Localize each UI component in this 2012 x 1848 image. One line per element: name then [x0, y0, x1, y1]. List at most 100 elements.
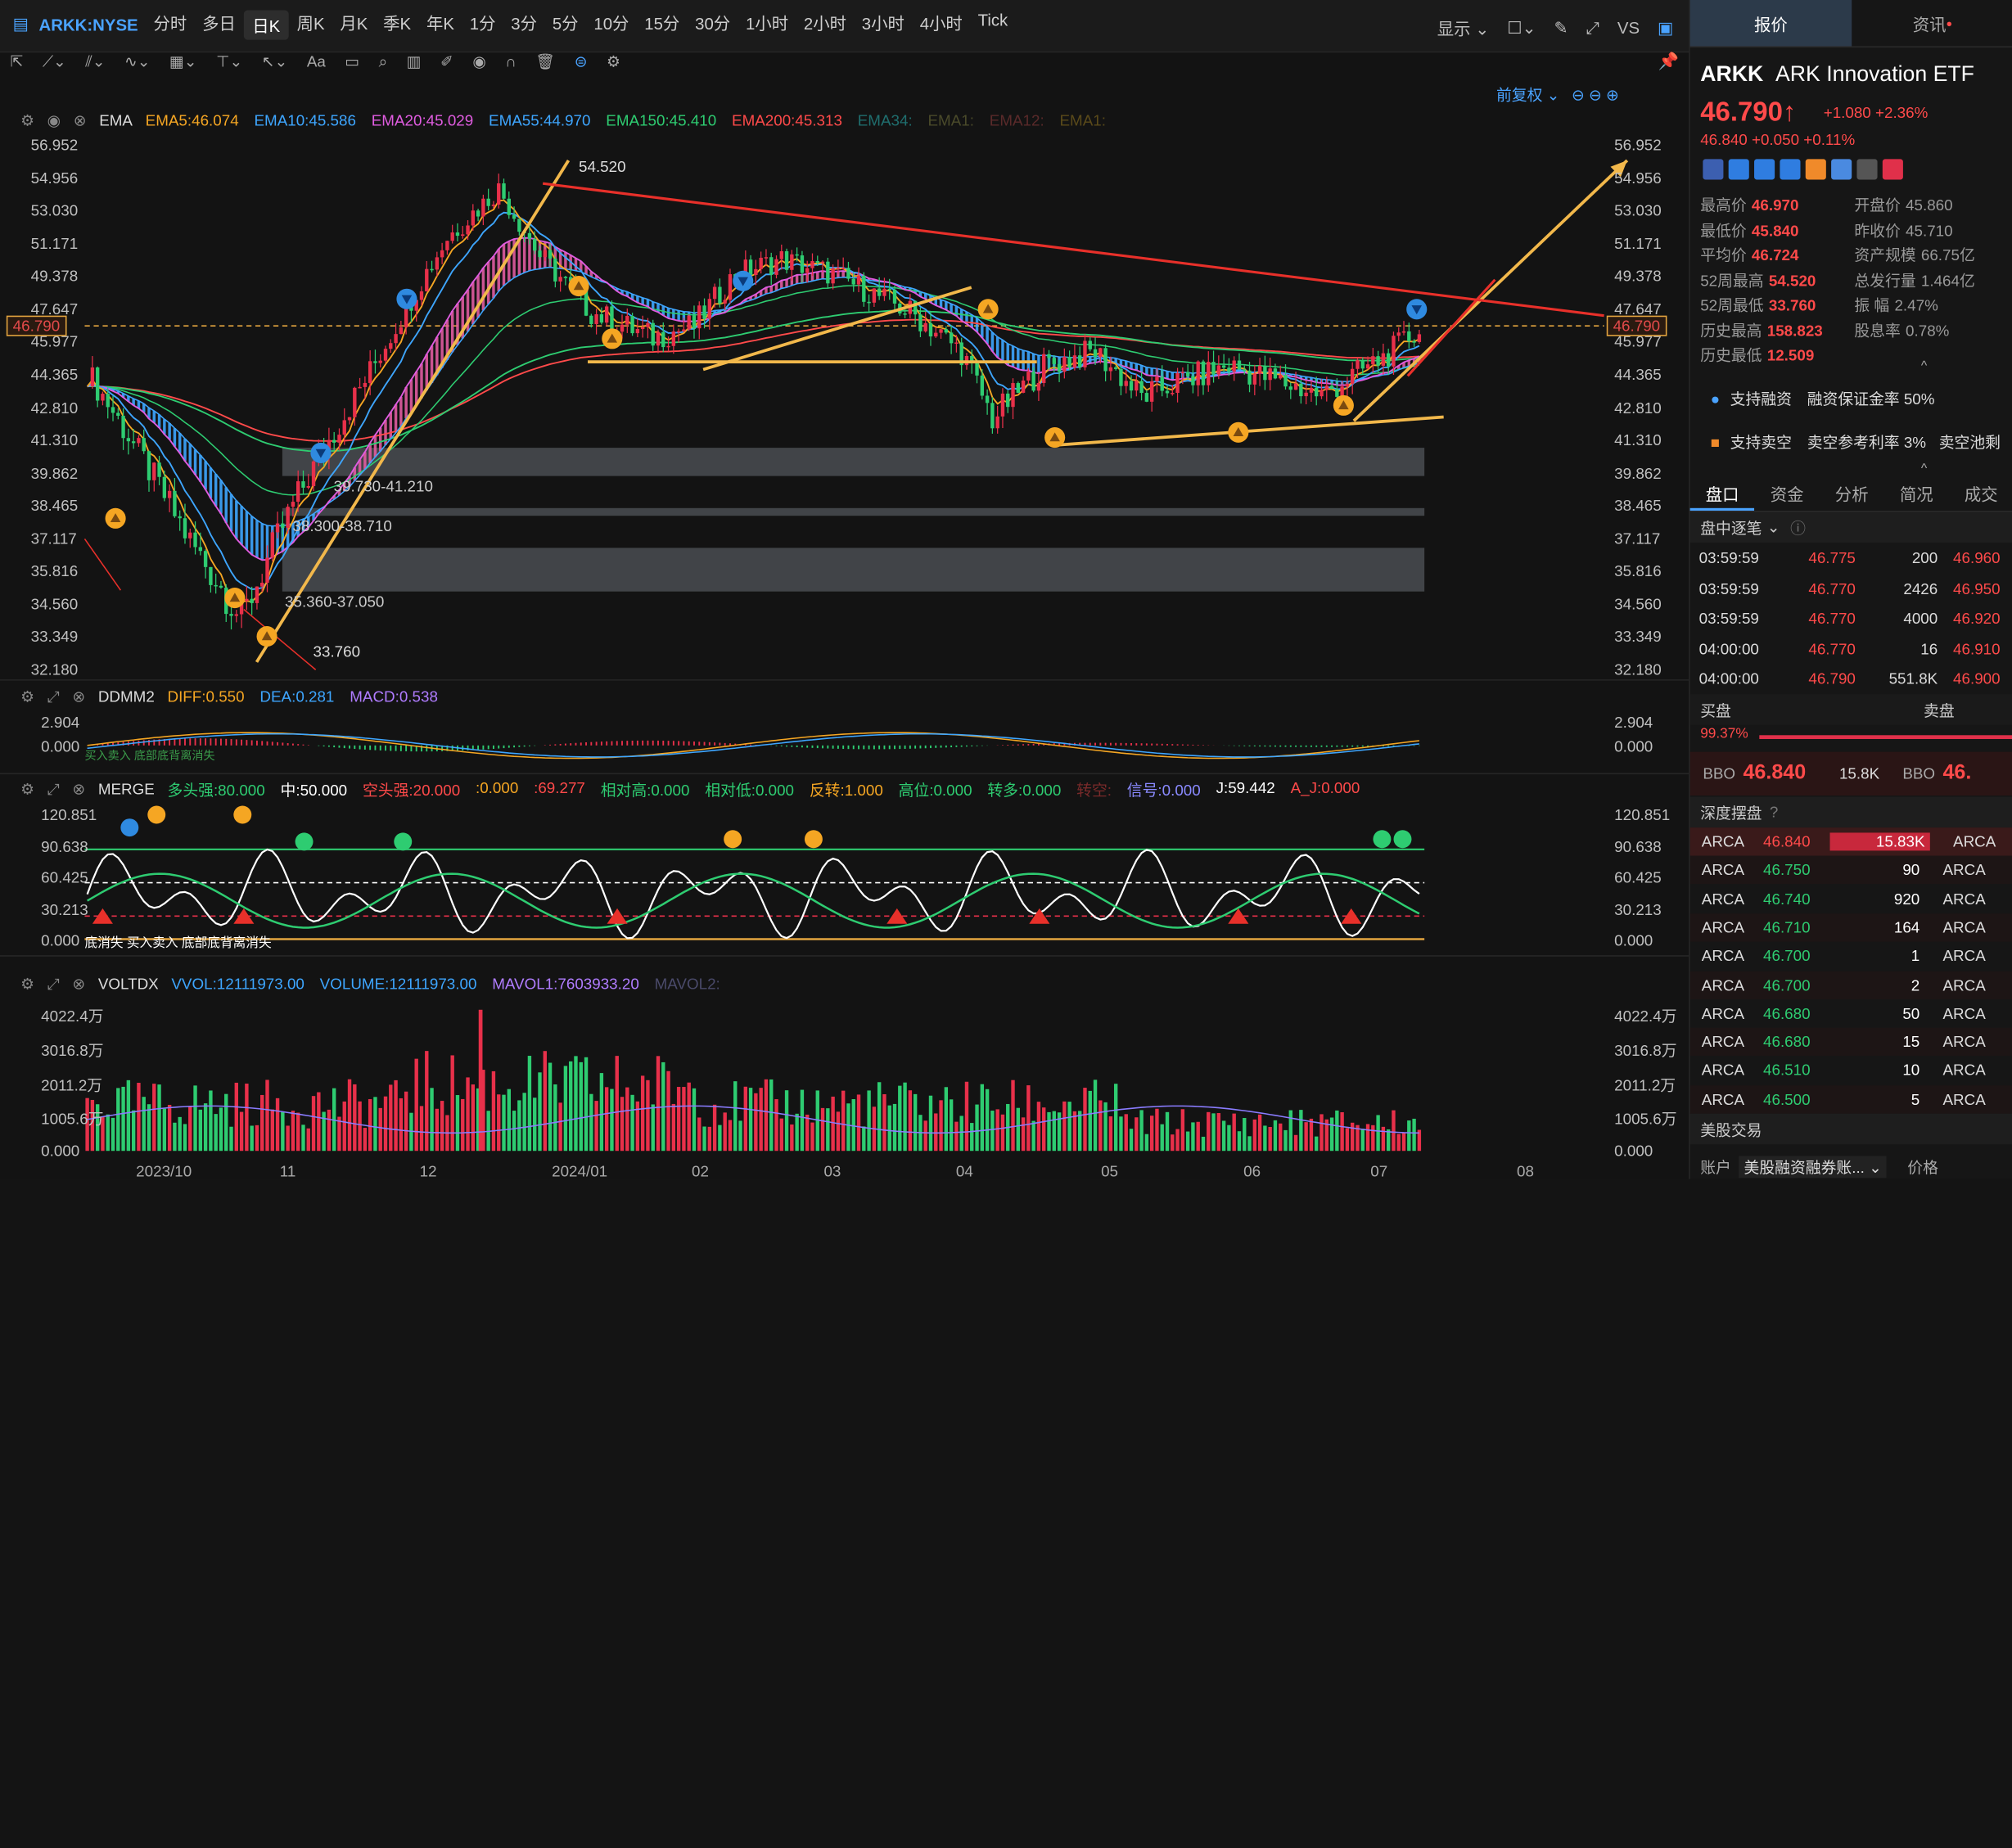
indicator-value[interactable]: EMA34: — [857, 111, 913, 130]
indicator-value[interactable]: EMA150:45.410 — [606, 111, 717, 130]
tab-quote[interactable]: 报价 — [1689, 0, 1852, 47]
macd-name[interactable]: DDMM2 — [97, 687, 155, 706]
timeframe-tab[interactable]: 分时 — [153, 13, 187, 33]
settings-icon[interactable]: ⚙ — [20, 687, 34, 706]
help-icon[interactable]: ? — [1769, 803, 1779, 822]
ema-name[interactable]: EMA — [99, 111, 133, 130]
indicator-value[interactable]: 转多:0.000 — [987, 780, 1062, 799]
indicator-value[interactable]: MACD:0.538 — [350, 687, 438, 706]
indicator-value[interactable]: J:59.442 — [1216, 778, 1275, 796]
chevron-down-icon[interactable]: ⌄ — [1766, 518, 1780, 537]
indicator-value[interactable]: 相对低:0.000 — [705, 780, 795, 799]
indicator-value[interactable]: :0.000 — [475, 778, 519, 796]
detail-tab[interactable]: 简况 — [1899, 485, 1933, 505]
timeframe-tab[interactable]: 季K — [383, 13, 412, 33]
fib-tool-icon[interactable]: ▦⌄ — [169, 52, 197, 71]
comment-icon[interactable]: ▭ — [345, 52, 360, 71]
merge-name[interactable]: MERGE — [97, 780, 155, 799]
close-icon[interactable]: ⊗ — [72, 975, 86, 994]
indicator-value[interactable]: 信号:0.000 — [1126, 780, 1201, 799]
settings-icon[interactable]: ⚙ — [607, 52, 620, 71]
wave-tool-icon[interactable]: ∿⌄ — [124, 52, 151, 71]
settings-icon[interactable]: ⚙ — [20, 780, 34, 799]
indicator-value[interactable]: 转空: — [1076, 780, 1112, 799]
panel-toggle-icon[interactable]: ▣ — [1658, 17, 1674, 37]
compare-vs-button[interactable]: VS — [1617, 17, 1640, 38]
expand-icon[interactable]: ⤢ — [47, 779, 60, 798]
cursor-icon[interactable]: ⇱ — [10, 52, 24, 71]
indicator-value[interactable]: 高位:0.000 — [898, 780, 972, 799]
layout-icon[interactable]: ☐⌄ — [1507, 17, 1536, 37]
timeframe-tab[interactable]: 2小时 — [803, 13, 846, 33]
adjust-menu[interactable]: 前复权 ⌄ ⊖ ⊖ ⊕ — [1495, 86, 1619, 104]
indicator-value[interactable]: :69.277 — [534, 778, 585, 796]
detail-tab[interactable]: 分析 — [1834, 485, 1869, 505]
detail-tab[interactable]: 资金 — [1770, 485, 1804, 505]
timeframe-tab[interactable]: 1分 — [469, 13, 496, 33]
expand-icon[interactable]: ⤢ — [47, 687, 60, 705]
timeframe-tab[interactable]: 日K — [243, 9, 290, 39]
close-icon[interactable]: ⊗ — [73, 111, 87, 130]
indicator-value[interactable]: EMA1: — [1059, 111, 1106, 130]
timeframe-tab[interactable]: 5分 — [552, 13, 579, 33]
indicator-value[interactable]: MAVOL1:7603933.20 — [492, 975, 639, 994]
fullscreen-icon[interactable]: ⤢ — [1586, 17, 1599, 37]
sidebar-toggle-icon[interactable]: ▤ — [12, 14, 29, 34]
ticks-title[interactable]: 盘中逐笔 — [1700, 519, 1762, 538]
timeframe-tab[interactable]: 15分 — [644, 13, 680, 33]
indicator-value[interactable]: EMA20:45.029 — [371, 111, 474, 130]
indicator-value[interactable]: A_J:0.000 — [1290, 778, 1360, 796]
ticker-label[interactable]: ARKK:NYSE — [38, 15, 138, 34]
expand-icon[interactable]: ⤢ — [47, 974, 60, 993]
tab-news[interactable]: 资讯 ● — [1852, 0, 2012, 46]
timeframe-tab[interactable]: 多日 — [202, 13, 236, 33]
close-icon[interactable]: ⊗ — [72, 687, 86, 706]
search-icon[interactable]: ⌕ — [378, 52, 388, 70]
pin-icon[interactable]: 📌 — [1658, 51, 1679, 71]
display-menu[interactable]: 显示 ⌄ — [1437, 19, 1490, 39]
timeframe-tab[interactable]: 1小时 — [745, 13, 789, 33]
close-icon[interactable]: ⊗ — [72, 780, 86, 799]
timeframe-tab[interactable]: 周K — [296, 13, 325, 33]
indicator-value[interactable]: 相对高:0.000 — [600, 780, 690, 799]
indicator-value[interactable]: EMA10:45.586 — [254, 111, 356, 130]
indicator-value[interactable]: EMA12: — [989, 111, 1044, 130]
trash-icon[interactable]: 🗑 — [535, 52, 556, 71]
line-tool-icon[interactable]: ⟋⌄ — [42, 52, 66, 70]
candlestick-chart[interactable] — [0, 128, 1689, 1155]
text-tool-icon[interactable]: Aa — [306, 52, 326, 71]
detail-tab[interactable]: 盘口 — [1689, 480, 1755, 511]
indicator-value[interactable]: DIFF:0.550 — [167, 687, 245, 706]
collapse-icon[interactable]: ^ — [1920, 462, 1928, 476]
level-tool-icon[interactable]: ⊤⌄ — [216, 52, 243, 71]
brush-icon[interactable]: ✐ — [440, 52, 453, 71]
eye-icon[interactable]: ◉ — [472, 52, 486, 71]
indicator-value[interactable]: DEA:0.281 — [259, 687, 335, 706]
info-icon[interactable]: ⓘ — [1790, 519, 1806, 538]
arrow-tool-icon[interactable]: ↖⌄ — [261, 52, 288, 71]
timeframe-tab[interactable]: 年K — [426, 13, 454, 33]
timeframe-tab[interactable]: 10分 — [593, 13, 629, 33]
sync-icon[interactable]: ⊜ — [574, 52, 588, 71]
indicator-value[interactable]: EMA200:45.313 — [732, 111, 842, 130]
channel-tool-icon[interactable]: ⫽⌄ — [85, 52, 106, 70]
indicator-value[interactable]: EMA5:46.074 — [145, 111, 239, 130]
magnet-icon[interactable]: ∩ — [505, 52, 517, 71]
indicator-value[interactable]: 多头强:80.000 — [167, 780, 265, 799]
timeframe-tab[interactable]: 月K — [340, 13, 368, 33]
indicator-value[interactable]: MAVOL2: — [654, 975, 720, 994]
indicator-value[interactable]: VVOL:12111973.00 — [171, 975, 305, 994]
indicator-value[interactable]: VOLUME:12111973.00 — [319, 975, 477, 994]
timeframe-tab[interactable]: 4小时 — [919, 13, 963, 33]
indicator-value[interactable]: 反转:1.000 — [809, 780, 883, 799]
account-select[interactable]: 美股融资融券账... ⌄ — [1739, 1156, 1888, 1179]
indicator-value[interactable]: 中:50.000 — [280, 780, 348, 799]
eye-icon[interactable]: ◉ — [47, 111, 61, 130]
settings-icon[interactable]: ⚙ — [20, 975, 34, 994]
timeframe-tab[interactable]: 30分 — [695, 13, 731, 33]
timeframe-tab[interactable]: Tick — [977, 9, 1008, 29]
timeframe-tab[interactable]: 3小时 — [861, 13, 904, 33]
settings-icon[interactable]: ⚙ — [20, 111, 34, 130]
timeframe-tab[interactable]: 3分 — [511, 13, 538, 33]
heart-icon[interactable] — [1882, 159, 1903, 180]
